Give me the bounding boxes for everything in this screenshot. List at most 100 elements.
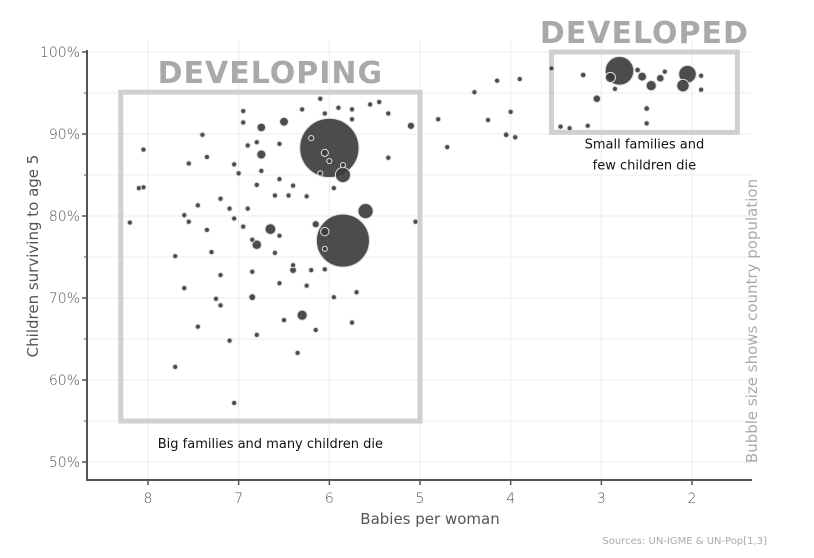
bubble-point <box>471 89 478 96</box>
x-tick-label: 7 <box>234 491 243 507</box>
bubble-point <box>697 72 705 79</box>
bubble-point <box>330 185 337 192</box>
y-tick-label: 90% <box>49 127 80 143</box>
bubble-point <box>240 107 247 115</box>
bubble-point <box>312 326 319 334</box>
bubble-point <box>271 192 279 199</box>
bubble-point <box>376 98 383 106</box>
bubble-point <box>634 66 641 74</box>
bubble-point <box>339 162 347 169</box>
bubble-point <box>579 71 587 79</box>
y-tick-label: 100% <box>40 45 80 61</box>
bubble-point <box>126 219 133 226</box>
bubble-point <box>656 73 665 83</box>
x-tick-label: 2 <box>688 491 697 507</box>
bubble-point <box>240 119 247 126</box>
bubble-point <box>244 205 251 212</box>
bubble-point <box>643 120 650 127</box>
bubble-point <box>348 116 356 123</box>
bubble-point <box>280 317 288 324</box>
source-note: Sources: UN-IGME & UN-Pop[1,3] <box>602 536 767 547</box>
bubble-point <box>294 349 301 357</box>
region-caption-line-developed: few children die <box>593 158 697 173</box>
region-box-developed <box>548 49 740 135</box>
bubble-point <box>548 65 555 72</box>
bubble-point <box>557 123 564 130</box>
bubble-point <box>502 131 510 139</box>
y-tick-label: 50% <box>49 455 80 471</box>
bubble-point <box>321 245 328 252</box>
bubble-point <box>330 294 337 301</box>
bubble-point <box>276 280 283 287</box>
bubble-point <box>199 131 206 138</box>
bubble-point <box>194 323 201 330</box>
bubble-point <box>412 218 419 225</box>
bubble-point <box>317 95 324 102</box>
bubble-point <box>256 149 267 160</box>
y-axis-title: Children surviving to age 5 <box>24 155 42 358</box>
bubble-point <box>276 140 283 147</box>
bubble-point <box>315 213 370 268</box>
bubble-point <box>249 236 256 243</box>
bubble-point <box>367 101 374 108</box>
bubble-point <box>493 77 501 84</box>
bubble-point <box>253 139 260 146</box>
bubble-point <box>303 193 310 200</box>
bubble-point <box>604 71 616 83</box>
bubble-point <box>172 253 179 260</box>
bubble-point <box>276 232 283 239</box>
bubble-point <box>317 170 324 177</box>
bubble-point <box>172 363 179 370</box>
bubble-point <box>212 295 220 302</box>
bubble-point <box>264 223 277 235</box>
bubble-point <box>507 108 514 115</box>
bubble-point <box>253 331 260 338</box>
bubble-size-note: Bubble size shows country population <box>743 179 761 463</box>
y-tick-label: 80% <box>49 209 80 225</box>
bubble-point <box>185 218 192 225</box>
y-tick-label: 60% <box>49 373 80 389</box>
bubble-point <box>335 104 342 111</box>
bubble-point <box>256 122 267 133</box>
bubble-point <box>231 399 238 407</box>
bubbles <box>126 56 705 407</box>
bubble-point <box>194 202 201 209</box>
bubble-point <box>181 212 188 219</box>
bubble-point <box>231 215 238 222</box>
region-title-developing: DEVELOPING <box>158 56 384 91</box>
bubble-point <box>235 170 242 177</box>
bubble-point <box>226 205 233 212</box>
bubble-point <box>348 106 356 113</box>
bubble-point <box>592 94 602 103</box>
bubble-point <box>231 161 238 168</box>
bubble-point <box>248 293 257 302</box>
bubble-point <box>566 125 573 132</box>
bubble-point <box>253 181 260 188</box>
bubble-point <box>276 176 283 183</box>
bubble-point <box>308 135 315 142</box>
bubble-point <box>357 202 374 220</box>
bubble-point <box>185 160 192 167</box>
bubble-point <box>303 282 310 289</box>
bubble-point <box>226 337 233 344</box>
bubble-point <box>584 122 591 129</box>
region-caption-line-developed: Small families and <box>585 137 705 152</box>
regions: DEVELOPING Big families and many children… <box>118 16 748 452</box>
bubble-point <box>326 157 333 165</box>
x-tick-label: 3 <box>597 491 606 507</box>
bubble-point <box>203 153 211 161</box>
y-tick-label: 70% <box>49 291 80 307</box>
bubble-point <box>140 146 147 153</box>
bubble-point <box>321 266 328 273</box>
region-caption-developing: Big families and many children die <box>158 437 383 452</box>
bubble-point <box>611 85 619 93</box>
region-box-developing <box>118 89 423 424</box>
bubble-point <box>484 116 492 124</box>
bubble-point <box>244 142 251 149</box>
bubble-point <box>637 71 648 82</box>
x-axis-title: Babies per woman <box>360 510 499 528</box>
bubble-point <box>285 192 292 199</box>
bubble-point <box>299 106 306 113</box>
bubble-point <box>385 154 392 161</box>
